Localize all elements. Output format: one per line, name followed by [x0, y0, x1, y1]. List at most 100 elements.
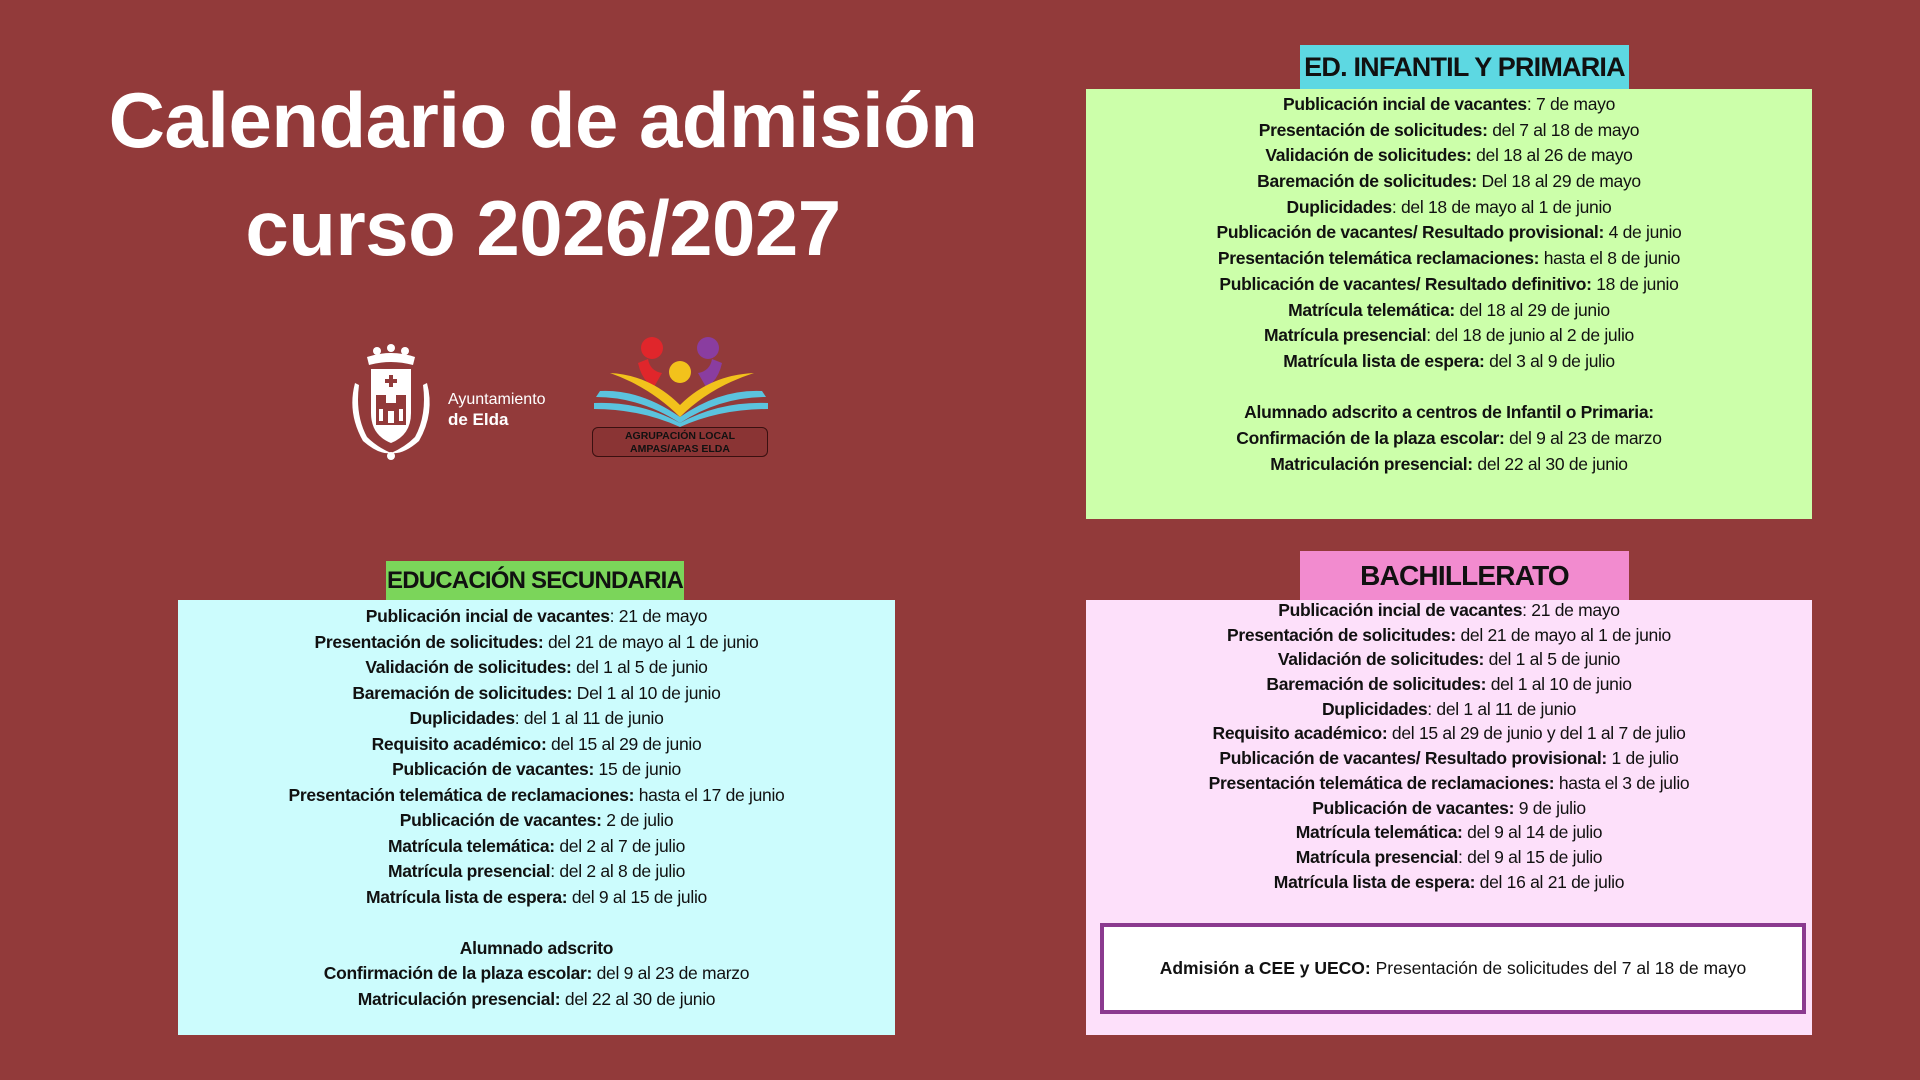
schedule-line: Baremación de solicitudes: Del 1 al 10 d…	[178, 681, 895, 707]
schedule-label: Matriculación presencial:	[357, 988, 561, 1009]
schedule-label: Validación de solicitudes:	[1277, 649, 1485, 670]
schedule-line: Duplicidades: del 1 al 11 de junio	[1086, 697, 1812, 722]
schedule-label: Publicación incial de vacantes	[1282, 94, 1527, 114]
page-title-line-1: Calendario de admisión	[108, 76, 978, 164]
schedule-label: Publicación de vacantes/ Resultado provi…	[1216, 222, 1605, 243]
schedule-line: Publicación de vacantes/ Resultado defin…	[1086, 272, 1812, 298]
coat-of-arms-icon	[352, 344, 430, 460]
schedule-value: del 9 al 15 de julio	[567, 886, 707, 907]
schedule-label: Matrícula presencial	[1295, 846, 1459, 867]
schedule-line: Duplicidades: del 18 de mayo al 1 de jun…	[1086, 195, 1812, 221]
schedule-value: 9 de julio	[1514, 797, 1586, 818]
infantil-items: Publicación incial de vacantes: 7 de may…	[1086, 92, 1812, 477]
schedule-value: 2 de julio	[601, 810, 674, 830]
schedule-label: Matrícula telemática:	[387, 835, 555, 856]
schedule-value: del 2 al 7 de julio	[554, 835, 686, 856]
schedule-label: Duplicidades	[1321, 698, 1428, 719]
schedule-value: del 1 al 5 de junio	[1484, 649, 1621, 670]
spacer	[1086, 375, 1812, 401]
schedule-label: Confirmación de la plaza escolar:	[323, 963, 593, 983]
schedule-label: Duplicidades	[1286, 196, 1393, 217]
schedule-line: Requisito académico: del 15 al 29 de jun…	[1086, 721, 1812, 746]
schedule-line: Presentación de solicitudes: del 21 de m…	[1086, 623, 1812, 648]
schedule-line: Matrícula presencial: del 18 de junio al…	[1086, 323, 1812, 349]
schedule-line: Presentación de solicitudes: del 21 de m…	[178, 630, 895, 656]
schedule-label: Matrícula lista de espera:	[1283, 350, 1485, 371]
schedule-value: del 3 al 9 de julio	[1484, 350, 1615, 371]
secundaria-heading: EDUCACIÓN SECUNDARIA	[386, 561, 684, 600]
schedule-value: : del 1 al 11 de junio	[514, 708, 664, 728]
ayuntamiento-elda-logo: Ayuntamiento de Elda	[343, 343, 568, 461]
ampas-elda-logo: AGRUPACIÓN LOCAL AMPAS/APAS ELDA	[590, 337, 772, 459]
schedule-line: Publicación de vacantes: 2 de julio	[178, 808, 895, 834]
schedule-value: : 21 de mayo	[609, 606, 708, 626]
schedule-line: Baremación de solicitudes: del 1 al 10 d…	[1086, 672, 1812, 697]
cee-value: Presentación de solicitudes del 7 al 18 …	[1370, 958, 1747, 978]
ampas-book-figures-icon	[594, 337, 768, 427]
schedule-line: Presentación de solicitudes: del 7 al 18…	[1086, 118, 1812, 144]
schedule-line: Validación de solicitudes: del 1 al 5 de…	[178, 655, 895, 681]
page-title-line-2: curso 2026/2027	[245, 184, 841, 272]
schedule-value: : del 1 al 11 de junio	[1427, 698, 1577, 719]
schedule-value: : del 18 de mayo al 1 de junio	[1391, 196, 1612, 217]
schedule-value: 4 de junio	[1604, 222, 1682, 243]
schedule-label: Presentación de solicitudes:	[314, 631, 544, 652]
schedule-value: hasta el 17 de junio	[634, 784, 785, 805]
schedule-label: Requisito académico:	[371, 733, 547, 754]
ampas-logo-label: AGRUPACIÓN LOCAL AMPAS/APAS ELDA	[592, 427, 768, 457]
schedule-line: Confirmación de la plaza escolar: del 9 …	[178, 961, 895, 987]
infantil-primaria-heading: ED. INFANTIL Y PRIMARIA	[1300, 45, 1629, 89]
schedule-line: Matrícula telemática: del 9 al 14 de jul…	[1086, 820, 1812, 845]
schedule-label: Matrícula telemática:	[1295, 822, 1463, 843]
schedule-line: Matriculación presencial: del 22 al 30 d…	[178, 987, 895, 1013]
schedule-line: Publicación de vacantes/ Resultado provi…	[1086, 220, 1812, 246]
schedule-value: del 9 al 23 de marzo	[592, 963, 750, 983]
schedule-value: del 1 al 5 de junio	[571, 657, 708, 677]
schedule-label: Publicación de vacantes:	[392, 759, 594, 779]
schedule-label: Publicación incial de vacantes	[1278, 600, 1523, 620]
schedule-line: Matrícula presencial: del 2 al 8 de juli…	[178, 859, 895, 885]
schedule-value: 18 de junio	[1591, 273, 1679, 294]
schedule-label: Validación de solicitudes:	[1265, 145, 1472, 166]
schedule-value: del 16 al 21 de julio	[1475, 871, 1625, 892]
schedule-line: Publicación de vacantes: 9 de julio	[1086, 796, 1812, 821]
spacer	[178, 910, 895, 936]
schedule-line: Presentación telemática reclamaciones: h…	[1086, 246, 1812, 272]
schedule-label: Validación de solicitudes:	[365, 657, 572, 677]
schedule-label: Presentación telemática reclamaciones:	[1217, 248, 1540, 269]
schedule-value: 1 de julio	[1606, 748, 1679, 769]
cee-ueco-notice: Admisión a CEE y UECO: Presentación de s…	[1100, 923, 1806, 1014]
schedule-line: Publicación incial de vacantes: 7 de may…	[1086, 92, 1812, 118]
schedule-label: Presentación telemática de reclamaciones…	[1208, 772, 1555, 793]
schedule-value: Del 1 al 10 de junio	[572, 682, 721, 703]
infantil-primaria-panel: Publicación incial de vacantes: 7 de may…	[1086, 89, 1812, 519]
schedule-line: Validación de solicitudes: del 1 al 5 de…	[1086, 647, 1812, 672]
schedule-value: : 7 de mayo	[1526, 94, 1616, 114]
schedule-value: del 21 de mayo al 1 de junio	[543, 631, 759, 652]
schedule-line: Publicación de vacantes: 15 de junio	[178, 757, 895, 783]
schedule-value: del 15 al 29 de junio	[546, 733, 702, 754]
schedule-label: Baremación de solicitudes:	[352, 682, 573, 703]
schedule-line: Matrícula lista de espera: del 9 al 15 d…	[178, 885, 895, 911]
schedule-line: Validación de solicitudes: del 18 al 26 …	[1086, 143, 1812, 169]
schedule-value: del 1 al 10 de junio	[1486, 674, 1632, 695]
schedule-line: Matrícula presencial: del 9 al 15 de jul…	[1086, 845, 1812, 870]
adscrito-heading: Alumnado adscrito a centros de Infantil …	[1244, 402, 1654, 423]
schedule-label: Matrícula lista de espera:	[366, 886, 568, 907]
schedule-value: del 15 al 29 de junio y del 1 al 7 de ju…	[1387, 723, 1686, 744]
schedule-label: Matrícula presencial	[387, 861, 551, 881]
schedule-label: Publicación de vacantes:	[399, 810, 602, 830]
schedule-value: Del 18 al 29 de mayo	[1476, 171, 1641, 192]
schedule-label: Duplicidades	[409, 708, 515, 728]
schedule-value: del 18 al 26 de mayo	[1471, 145, 1633, 166]
schedule-label: Requisito académico:	[1212, 723, 1388, 744]
schedule-line: Publicación incial de vacantes: 21 de ma…	[178, 604, 895, 630]
ampas-logo-line-2: AMPAS/APAS ELDA	[630, 443, 730, 455]
schedule-line: Matrícula lista de espera: del 16 al 21 …	[1086, 870, 1812, 895]
schedule-value: 15 de junio	[594, 759, 682, 779]
schedule-line: Matrícula telemática: del 2 al 7 de juli…	[178, 834, 895, 860]
schedule-line: Publicación de vacantes/ Resultado provi…	[1086, 746, 1812, 771]
schedule-line: Presentación telemática de reclamaciones…	[178, 783, 895, 809]
schedule-label: Publicación de vacantes/ Resultado defin…	[1219, 273, 1592, 294]
schedule-label: Publicación de vacantes:	[1312, 797, 1515, 818]
